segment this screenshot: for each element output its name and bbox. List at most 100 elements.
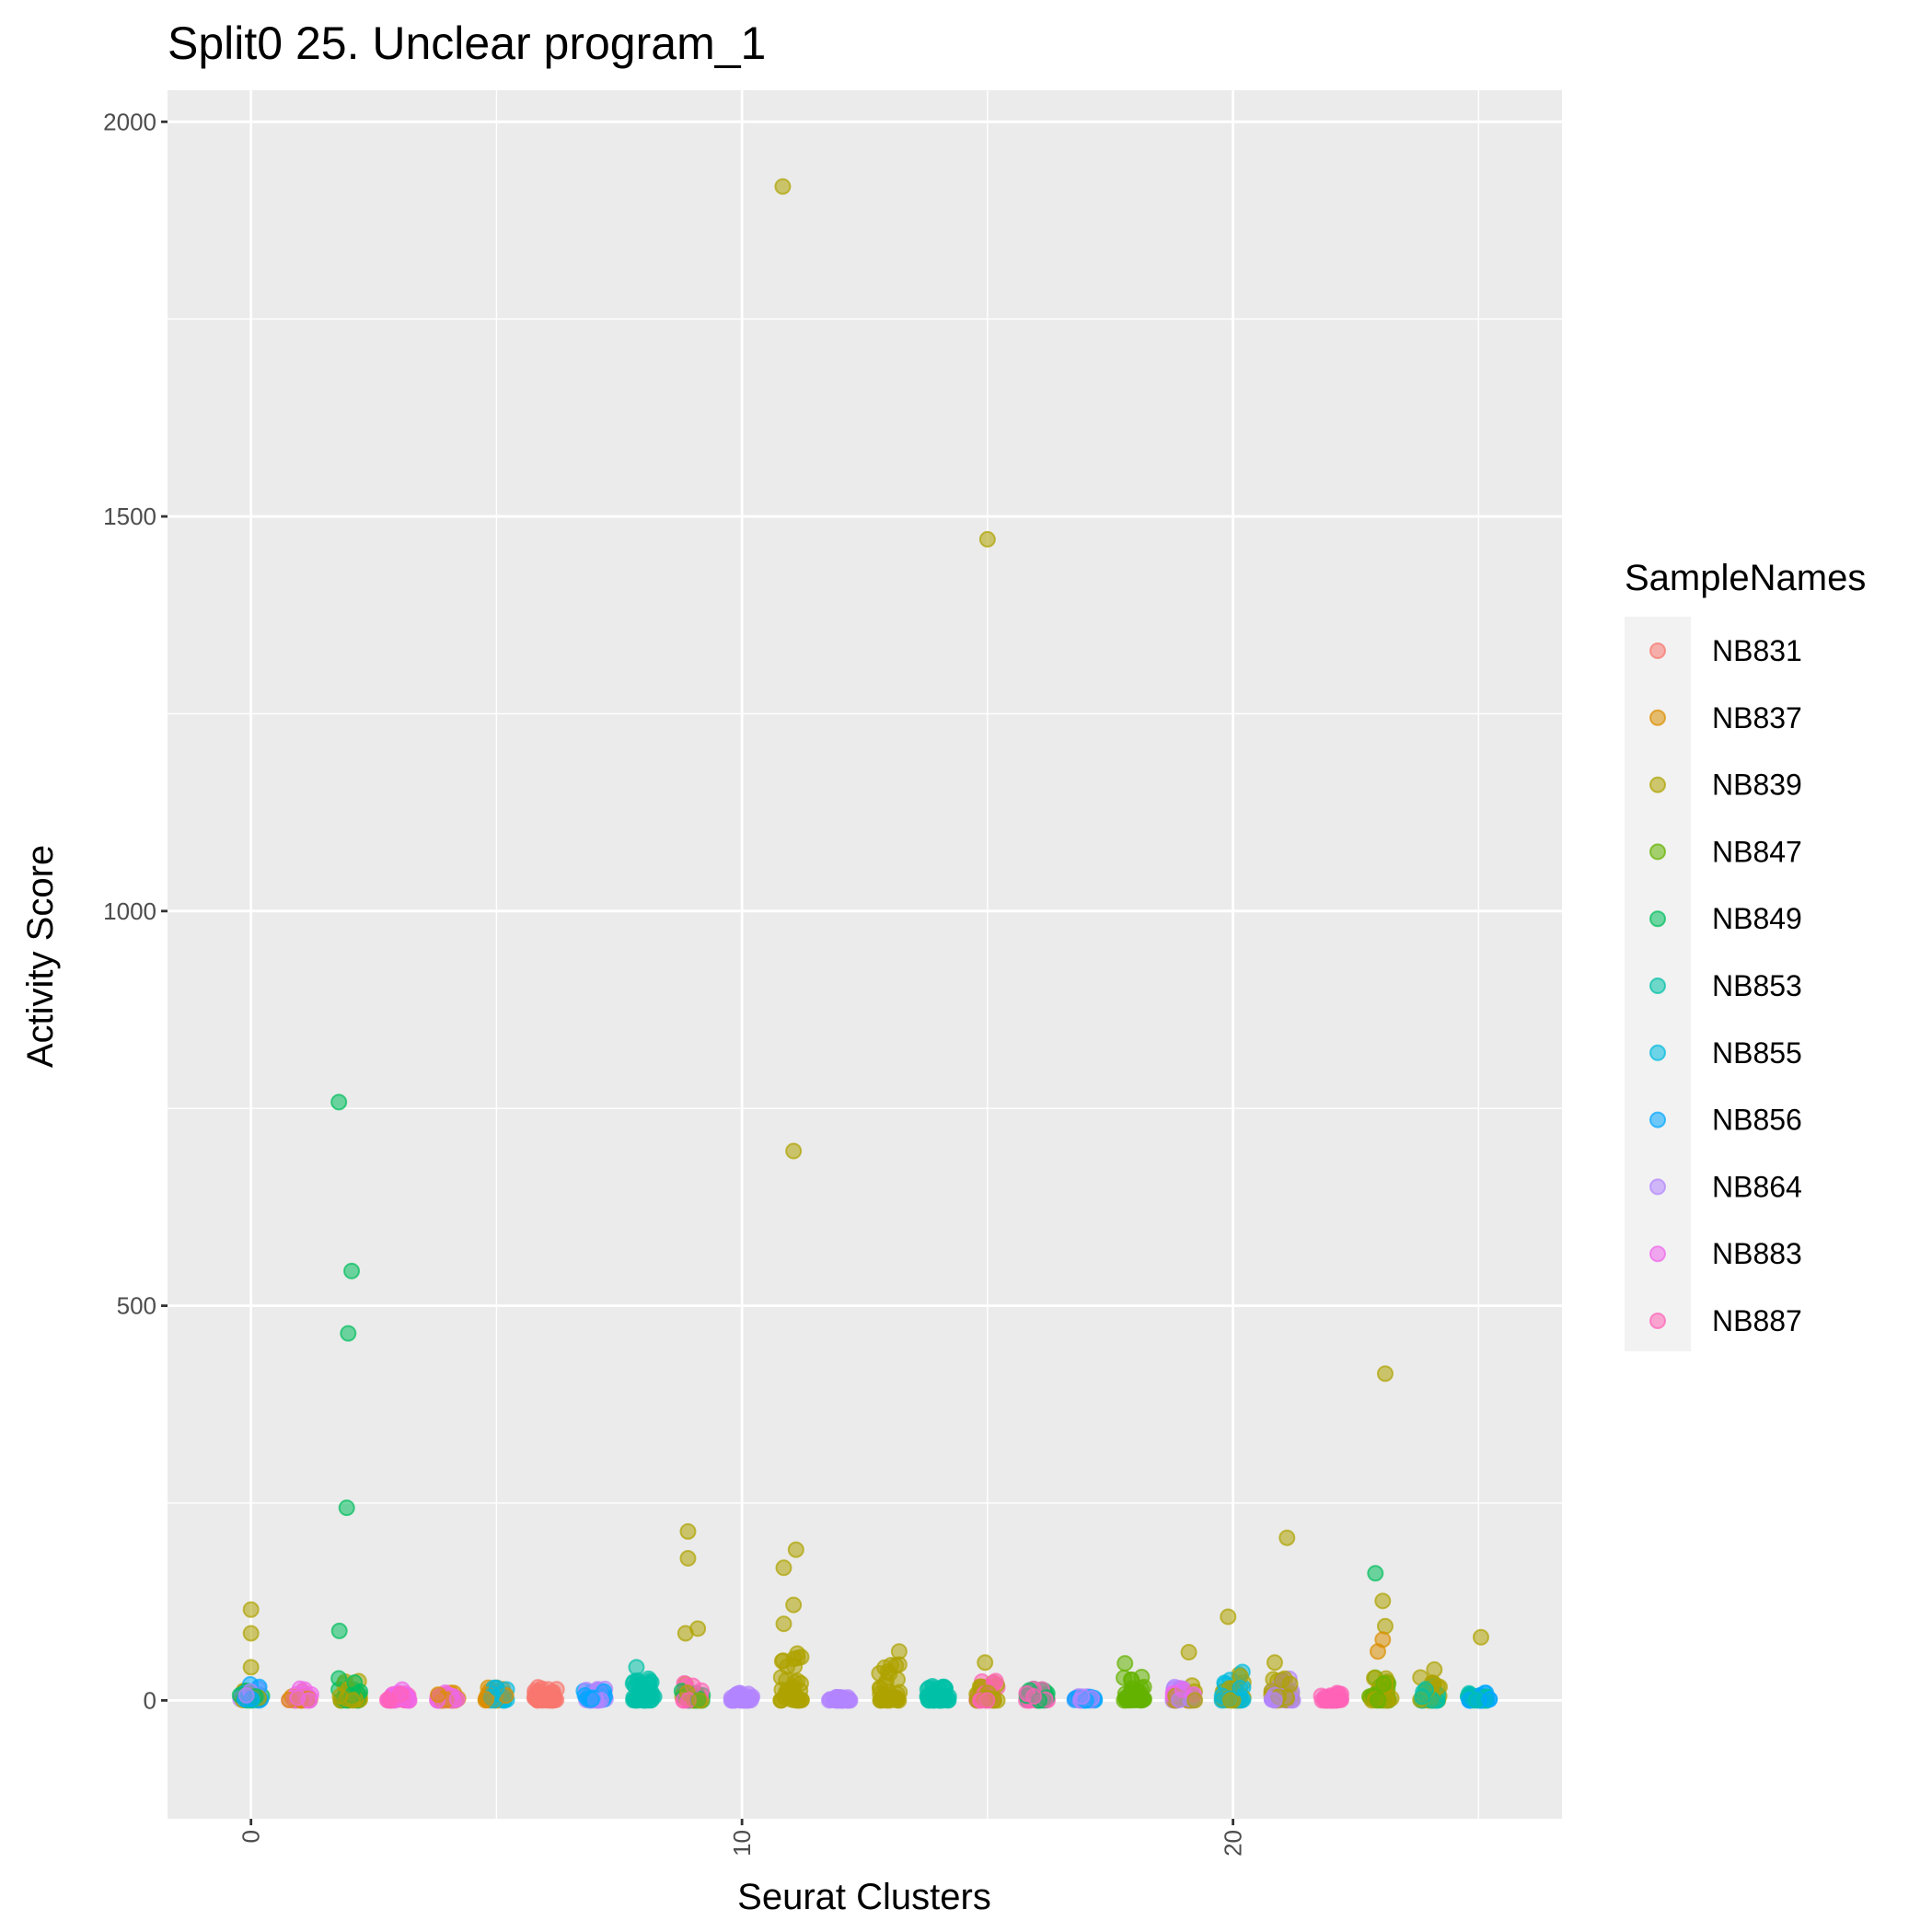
legend-label: NB864 — [1712, 1170, 1802, 1203]
data-point — [1073, 1688, 1091, 1706]
outlier-point — [978, 530, 996, 548]
outlier-point — [775, 1559, 792, 1577]
legend-key-nb855 — [1649, 1044, 1666, 1061]
outlier-point — [679, 1550, 697, 1568]
legend-key-nb856 — [1649, 1111, 1666, 1128]
outlier-point — [1472, 1628, 1489, 1646]
y-tick-label: 1500 — [103, 503, 156, 530]
legend-key-nb849 — [1649, 910, 1666, 928]
legend-key-nb887 — [1649, 1313, 1666, 1329]
data-point — [430, 1686, 447, 1704]
grid-lines — [5, 90, 1562, 1819]
data-point — [871, 1665, 888, 1683]
legend-key-nb839 — [1649, 776, 1666, 793]
outlier-point — [1367, 1565, 1384, 1582]
outlier-point — [330, 1093, 348, 1111]
x-axis-title: Seurat Clusters — [737, 1877, 991, 1917]
outlier-point — [242, 1601, 260, 1618]
outlier-point — [1426, 1660, 1443, 1678]
data-point — [773, 1652, 791, 1670]
legend-key-nb864 — [1649, 1178, 1666, 1196]
outlier-point — [1374, 1592, 1392, 1610]
x-tick-label: 10 — [728, 1830, 756, 1857]
outlier-point — [1180, 1644, 1197, 1661]
y-tick-label: 0 — [144, 1686, 156, 1714]
data-point — [1281, 1675, 1299, 1693]
outlier-point — [787, 1541, 804, 1558]
plot-panel — [168, 90, 1562, 1819]
x-tick-label: 0 — [237, 1830, 265, 1843]
outlier-point — [785, 1142, 803, 1160]
outlier-point — [330, 1622, 348, 1639]
legend: SampleNames NB831 NB837 NB839 NB847 NB849 NB8… — [1625, 558, 1866, 1351]
legend-label: NB847 — [1712, 835, 1802, 868]
legend-label: NB856 — [1712, 1104, 1802, 1137]
data-point — [548, 1681, 565, 1698]
data-point — [928, 1692, 945, 1709]
data-point — [346, 1673, 364, 1691]
outlier-point — [785, 1596, 803, 1614]
data-point — [1125, 1692, 1142, 1709]
outlier-point — [343, 1262, 361, 1279]
outlier-point — [1376, 1365, 1394, 1382]
data-point — [1232, 1680, 1249, 1697]
legend-label: NB849 — [1712, 902, 1802, 935]
data-point — [488, 1679, 505, 1696]
outlier-point — [242, 1625, 260, 1642]
data-point — [1481, 1691, 1498, 1708]
data-point — [391, 1685, 409, 1703]
data-points — [231, 178, 1498, 1709]
legend-label: NB853 — [1712, 969, 1802, 1002]
legend-label: NB831 — [1712, 634, 1802, 667]
legend-key-nb837 — [1649, 709, 1666, 726]
data-point — [1222, 1692, 1240, 1709]
data-point — [987, 1672, 1004, 1690]
legend-key-nb853 — [1649, 978, 1666, 994]
outlier-point — [775, 1615, 792, 1633]
legend-key-nb847 — [1649, 843, 1666, 861]
chart-title: Split0 25. Unclear program_1 — [168, 17, 766, 69]
data-point — [529, 1692, 547, 1709]
data-point — [1266, 1692, 1283, 1709]
y-tick-label: 1000 — [103, 897, 156, 925]
legend-label: NB837 — [1712, 701, 1802, 735]
data-point — [1025, 1688, 1043, 1706]
legend-label: NB839 — [1712, 769, 1802, 802]
outlier-point — [242, 1659, 260, 1676]
axes: 0 500 1000 1500 2000 0 10 20 — [103, 108, 1246, 1857]
outlier-point — [679, 1522, 697, 1540]
data-point — [888, 1692, 906, 1709]
data-point — [1327, 1687, 1345, 1705]
data-point — [978, 1692, 996, 1709]
data-point — [919, 1681, 936, 1698]
data-point — [289, 1689, 307, 1706]
data-point — [1123, 1672, 1140, 1689]
legend-label: NB855 — [1712, 1036, 1802, 1070]
outlier-point — [1369, 1643, 1386, 1660]
y-axis-title: Activity Score — [20, 845, 61, 1068]
data-point — [630, 1689, 647, 1706]
legend-label: NB887 — [1712, 1304, 1802, 1337]
data-point — [1174, 1681, 1191, 1698]
data-point — [786, 1673, 804, 1691]
outlier-point — [677, 1625, 694, 1642]
legend-title: SampleNames — [1625, 558, 1866, 598]
outlier-point — [1266, 1654, 1283, 1672]
outlier-point — [774, 178, 792, 195]
outlier-point — [1220, 1608, 1237, 1625]
data-point — [826, 1691, 843, 1708]
outlier-point — [1376, 1617, 1394, 1635]
outlier-point — [1278, 1529, 1296, 1546]
data-point — [889, 1671, 907, 1688]
outlier-point — [890, 1643, 908, 1660]
data-point — [583, 1691, 600, 1708]
y-tick-label: 2000 — [103, 108, 156, 135]
outlier-point — [628, 1659, 645, 1676]
legend-label: NB883 — [1712, 1237, 1802, 1270]
outlier-point — [1116, 1655, 1134, 1672]
data-point — [887, 1657, 905, 1674]
legend-key-nb831 — [1649, 642, 1666, 659]
data-point — [330, 1670, 348, 1687]
x-tick-label: 20 — [1220, 1830, 1247, 1857]
